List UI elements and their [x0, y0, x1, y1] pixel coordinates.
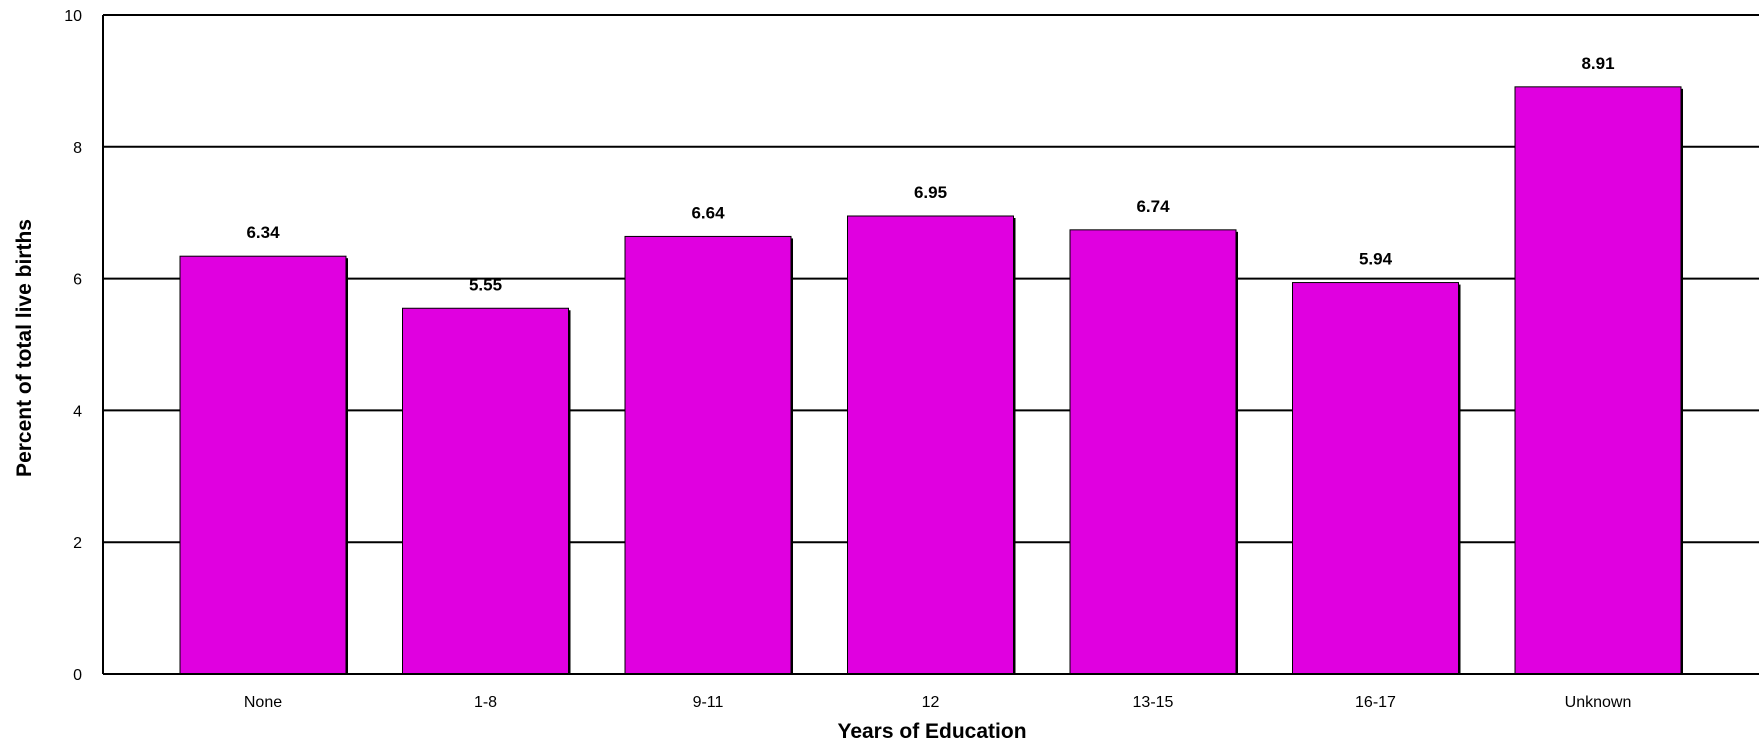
bar-value-label: 5.94	[1359, 250, 1393, 269]
bar-value-label: 8.91	[1581, 54, 1614, 73]
bar	[179, 255, 347, 675]
x-tick-label: Unknown	[1565, 694, 1632, 711]
bar-value-label: 6.95	[914, 183, 947, 202]
bar	[1514, 86, 1682, 675]
y-tick-label: 2	[73, 535, 82, 552]
y-axis-title: Percent of total live births	[13, 219, 36, 477]
x-tick-label: 12	[922, 694, 940, 711]
y-axis-ticks: 0 2 4 6 8 10	[64, 8, 82, 684]
x-axis-ticks: None 1-8 9-11 12 13-15 16-17 Unknown	[244, 694, 1631, 711]
bar	[402, 307, 569, 675]
y-tick-label: 8	[73, 140, 82, 157]
x-tick-label: 16-17	[1355, 694, 1396, 711]
bar	[847, 215, 1014, 675]
y-tick-label: 4	[73, 403, 82, 420]
x-tick-label: 1-8	[474, 694, 497, 711]
bar	[1292, 282, 1459, 675]
bars	[179, 86, 1683, 675]
bar-value-label: 6.74	[1136, 197, 1170, 216]
x-tick-label: 9-11	[693, 694, 724, 711]
y-tick-label: 0	[73, 667, 82, 684]
x-axis-title: Years of Education	[837, 720, 1026, 742]
y-tick-label: 6	[73, 272, 82, 289]
y-tick-label: 10	[64, 8, 82, 25]
x-tick-label: None	[244, 694, 282, 711]
bar-value-label: 5.55	[469, 275, 502, 294]
bar-value-label: 6.64	[691, 203, 725, 222]
data-labels: 6.34 5.55 6.64 6.95 6.74 5.94 8.91	[246, 54, 1614, 294]
x-tick-label: 13-15	[1133, 694, 1174, 711]
bar	[1069, 229, 1237, 675]
bar-value-label: 6.34	[246, 223, 280, 242]
bar	[624, 235, 792, 675]
